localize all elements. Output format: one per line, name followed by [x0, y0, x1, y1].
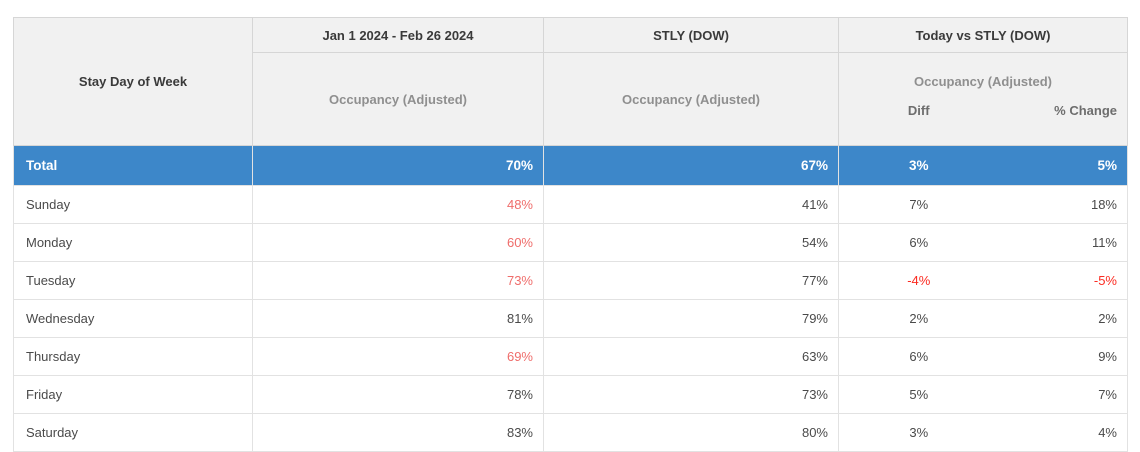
metric-header-occupancy-adjusted: Occupancy (Adjusted)	[252, 52, 544, 146]
stly-occupancy-cell: 63%	[543, 337, 839, 376]
metric-header-occupancy-adjusted: Occupancy (Adjusted)	[838, 52, 1128, 97]
stly-occupancy-cell: 73%	[543, 375, 839, 414]
occupancy-cell: 48%	[252, 185, 544, 224]
day-label-cell: Monday	[13, 223, 253, 262]
diff-cell: 3%	[838, 145, 999, 186]
stly-occupancy-cell: 79%	[543, 299, 839, 338]
table-row: Monday 60% 54% 6% 11%	[13, 223, 1128, 262]
pct-change-cell: 2%	[998, 299, 1128, 338]
table-row: Saturday 83% 80% 3% 4%	[13, 413, 1128, 452]
column-group-stly: STLY (DOW)	[543, 17, 839, 53]
pct-change-cell: 5%	[998, 145, 1128, 186]
diff-cell: 3%	[838, 413, 999, 452]
diff-cell: 2%	[838, 299, 999, 338]
table-row: Sunday 48% 41% 7% 18%	[13, 185, 1128, 224]
pct-change-cell: 9%	[998, 337, 1128, 376]
subcolumn-header-diff: Diff	[838, 97, 999, 146]
stly-occupancy-cell: 77%	[543, 261, 839, 300]
table-row: Tuesday 73% 77% -4% -5%	[13, 261, 1128, 300]
stly-occupancy-cell: 54%	[543, 223, 839, 262]
occupancy-cell: 73%	[252, 261, 544, 300]
diff-cell: 7%	[838, 185, 999, 224]
day-label-cell: Thursday	[13, 337, 253, 376]
table-row: Wednesday 81% 79% 2% 2%	[13, 299, 1128, 338]
total-row: Total 70% 67% 3% 5%	[13, 145, 1128, 186]
column-group-current-period: Jan 1 2024 - Feb 26 2024	[252, 17, 544, 53]
stly-occupancy-cell: 67%	[543, 145, 839, 186]
metric-header-occupancy-adjusted: Occupancy (Adjusted)	[543, 52, 839, 146]
occupancy-cell: 69%	[252, 337, 544, 376]
diff-cell: -4%	[838, 261, 999, 300]
table-header: Stay Day of Week Jan 1 2024 - Feb 26 202…	[13, 17, 1128, 146]
occupancy-by-dow-table: Stay Day of Week Jan 1 2024 - Feb 26 202…	[13, 17, 1128, 452]
diff-cell: 6%	[838, 223, 999, 262]
day-label-cell: Tuesday	[13, 261, 253, 300]
day-label-cell: Saturday	[13, 413, 253, 452]
diff-cell: 6%	[838, 337, 999, 376]
occupancy-cell: 60%	[252, 223, 544, 262]
stly-occupancy-cell: 80%	[543, 413, 839, 452]
total-label-cell: Total	[13, 145, 253, 186]
occupancy-cell: 78%	[252, 375, 544, 414]
day-label-cell: Wednesday	[13, 299, 253, 338]
pct-change-cell: 7%	[998, 375, 1128, 414]
table-body: Total 70% 67% 3% 5% Sunday 48% 41% 7% 18…	[13, 145, 1128, 452]
row-dimension-header: Stay Day of Week	[13, 17, 253, 146]
pct-change-cell: -5%	[998, 261, 1128, 300]
pct-change-cell: 18%	[998, 185, 1128, 224]
subcolumn-header-pct-change: % Change	[998, 97, 1128, 146]
table-row: Thursday 69% 63% 6% 9%	[13, 337, 1128, 376]
occupancy-cell: 83%	[252, 413, 544, 452]
pct-change-cell: 4%	[998, 413, 1128, 452]
day-label-cell: Friday	[13, 375, 253, 414]
pct-change-cell: 11%	[998, 223, 1128, 262]
occupancy-cell: 70%	[252, 145, 544, 186]
day-label-cell: Sunday	[13, 185, 253, 224]
stly-occupancy-cell: 41%	[543, 185, 839, 224]
table-row: Friday 78% 73% 5% 7%	[13, 375, 1128, 414]
occupancy-report: Stay Day of Week Jan 1 2024 - Feb 26 202…	[13, 17, 1128, 452]
column-group-today-vs-stly: Today vs STLY (DOW)	[838, 17, 1128, 53]
occupancy-cell: 81%	[252, 299, 544, 338]
diff-cell: 5%	[838, 375, 999, 414]
